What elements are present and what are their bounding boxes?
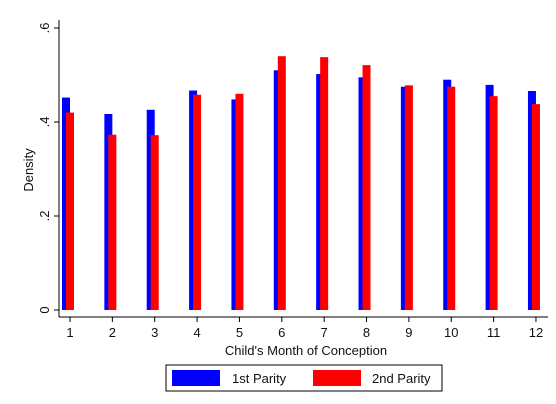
bar-2nd-parity-month-8 bbox=[362, 65, 371, 310]
x-axis-ticks: 1 2 3 4 5 6 7 8 9 10 11 12 bbox=[66, 317, 543, 340]
legend-label-1st-parity: 1st Parity bbox=[232, 371, 287, 386]
bar-2nd-parity-month-1 bbox=[66, 112, 74, 310]
bar-2nd-parity-month-12 bbox=[531, 104, 540, 310]
y-axis-title: Density bbox=[21, 148, 36, 192]
x-tick-label-10: 10 bbox=[444, 325, 458, 340]
y-tick-label: .6 bbox=[37, 23, 52, 34]
bar-2nd-parity-month-7 bbox=[320, 57, 329, 310]
x-tick-label-1: 1 bbox=[66, 325, 73, 340]
bar-2nd-parity-month-9 bbox=[404, 85, 413, 310]
bar-2nd-parity-month-6 bbox=[277, 56, 286, 311]
x-tick-label-2: 2 bbox=[109, 325, 116, 340]
bar-2nd-parity-month-11 bbox=[489, 96, 498, 311]
x-tick-label-12: 12 bbox=[529, 325, 543, 340]
legend-swatch-1st-parity bbox=[172, 370, 220, 386]
legend-label-2nd-parity: 2nd Parity bbox=[372, 371, 431, 386]
x-tick-label-8: 8 bbox=[363, 325, 370, 340]
x-tick-label-7: 7 bbox=[321, 325, 328, 340]
x-tick-label-11: 11 bbox=[487, 325, 501, 340]
y-tick-label: .2 bbox=[37, 211, 52, 222]
x-tick-label-3: 3 bbox=[151, 325, 158, 340]
y-axis-ticks: 0 .2 .4 .6 bbox=[37, 23, 59, 314]
x-tick-label-6: 6 bbox=[278, 325, 285, 340]
bar-2nd-parity-month-10 bbox=[447, 86, 456, 310]
bar-2nd-parity-month-3 bbox=[150, 135, 159, 310]
y-tick-label: .4 bbox=[37, 117, 52, 128]
bar-2nd-parity-month-4 bbox=[193, 94, 202, 311]
legend-swatch-2nd-parity bbox=[313, 370, 361, 386]
bar-2nd-parity-month-2 bbox=[108, 134, 117, 310]
legend: 1st Parity 2nd Parity bbox=[165, 364, 443, 392]
bar-2nd-parity-month-5 bbox=[235, 93, 244, 310]
x-tick-label-9: 9 bbox=[405, 325, 412, 340]
x-tick-label-4: 4 bbox=[193, 325, 200, 340]
y-tick-label: 0 bbox=[37, 306, 52, 313]
x-tick-label-5: 5 bbox=[236, 325, 243, 340]
bars bbox=[62, 56, 540, 311]
x-axis-title: Child's Month of Conception bbox=[225, 343, 387, 358]
